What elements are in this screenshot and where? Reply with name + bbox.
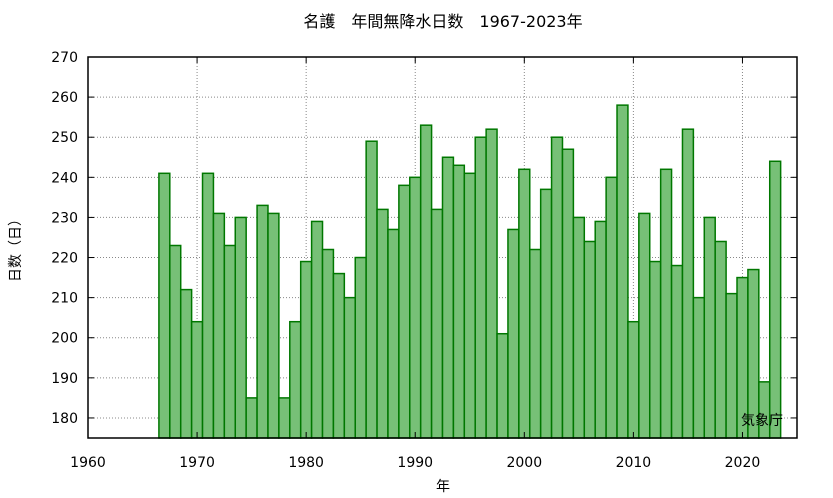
- bar: [354, 256, 367, 439]
- bar: [616, 104, 629, 439]
- bar: [648, 260, 662, 439]
- bar: [310, 220, 324, 439]
- credit-label: 気象庁: [741, 413, 783, 429]
- bar: [703, 216, 716, 439]
- x-axis-label: 年: [436, 479, 450, 495]
- bar: [670, 264, 684, 439]
- bar: [452, 164, 466, 439]
- y-tick-label: 180: [51, 411, 78, 427]
- bar: [550, 136, 564, 439]
- bar: [179, 288, 193, 439]
- bar: [245, 397, 258, 439]
- x-tick-label: 2000: [506, 455, 542, 471]
- bar: [332, 272, 346, 439]
- bar: [474, 136, 487, 439]
- bar: [201, 172, 215, 439]
- bar: [387, 228, 400, 439]
- bar: [485, 128, 498, 439]
- bar: [158, 172, 171, 439]
- bar: [430, 208, 444, 439]
- bar: [659, 168, 673, 439]
- bar: [681, 128, 695, 439]
- bar: [507, 228, 520, 439]
- bar: [256, 204, 269, 439]
- bar: [441, 156, 455, 439]
- y-tick-label: 250: [51, 130, 78, 146]
- bar: [572, 216, 586, 439]
- bar: [169, 244, 182, 439]
- bar: [583, 240, 596, 439]
- bar: [278, 397, 291, 439]
- bar: [529, 248, 542, 439]
- x-tick-label: 1970: [179, 455, 215, 471]
- y-tick-label: 230: [51, 210, 78, 226]
- x-tick-label: 1980: [288, 455, 324, 471]
- bar: [321, 248, 335, 439]
- bar: [398, 184, 411, 439]
- bar: [692, 296, 706, 439]
- bar: [299, 260, 313, 439]
- bar: [758, 381, 771, 439]
- bar: [419, 124, 433, 439]
- x-tick-label: 1990: [397, 455, 433, 471]
- y-tick-label: 270: [51, 50, 78, 66]
- chart-title: 名護 年間無降水日数 1967-2023年: [303, 12, 582, 31]
- bar: [267, 212, 280, 439]
- y-tick-label: 240: [51, 170, 78, 186]
- bar: [725, 292, 738, 439]
- bar: [365, 140, 378, 439]
- bar: [212, 212, 226, 439]
- bar: [714, 240, 727, 439]
- bar: [496, 332, 509, 439]
- bar: [190, 320, 204, 439]
- y-axis-label: 日数（日）: [8, 212, 24, 282]
- bar: [376, 208, 389, 439]
- bar: [234, 216, 247, 439]
- bar: [539, 188, 553, 439]
- bar: [638, 212, 651, 439]
- bar: [605, 176, 618, 439]
- bar: [223, 244, 237, 439]
- bar: [409, 176, 422, 439]
- x-tick-label: 2010: [616, 455, 652, 471]
- bar: [627, 320, 640, 439]
- y-tick-label: 260: [51, 90, 78, 106]
- y-tick-label: 190: [51, 371, 78, 387]
- bar: [594, 220, 607, 439]
- x-tick-label: 1960: [70, 455, 106, 471]
- y-tick-label: 200: [51, 331, 78, 347]
- plot-frame: [87, 56, 798, 439]
- bar: [343, 296, 356, 439]
- bars: [158, 104, 782, 439]
- y-axis-ticks: 180 190 200 210 220 230 240 250 260 270: [51, 50, 797, 427]
- y-tick-label: 210: [51, 291, 78, 307]
- y-tick-label: 220: [51, 251, 78, 267]
- bar: [463, 172, 476, 439]
- x-axis-ticks: 1960 1970 1980 1990 2000 2010 2020: [70, 57, 760, 471]
- x-tick-label: 2020: [725, 455, 761, 471]
- bar: [561, 148, 575, 439]
- bar: [768, 160, 782, 439]
- bar: [289, 320, 302, 439]
- bar: [518, 168, 531, 439]
